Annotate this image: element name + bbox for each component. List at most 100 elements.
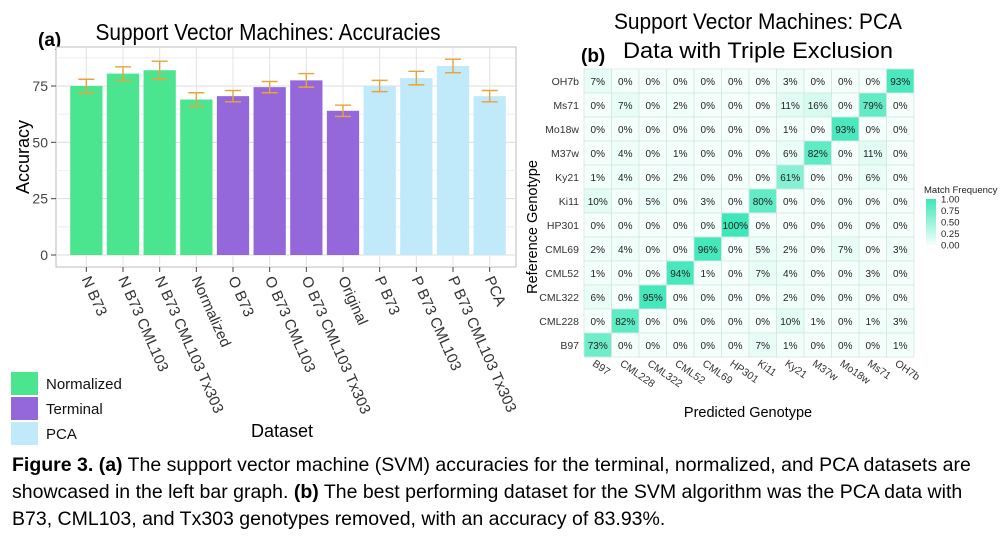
heatmap-cell-label: 0%	[838, 293, 853, 304]
heatmap-cell-cml228-ms71	[858, 308, 887, 334]
caption-b-tag: (b)	[293, 481, 319, 503]
heatmap-cell-ms71-oh7b	[886, 92, 915, 118]
heatmap-cell-mo18w-oh7b	[886, 116, 915, 142]
heatmap-cell-label: 0%	[618, 269, 633, 280]
heatmap-cell-label: 0%	[728, 197, 743, 208]
heatmap-cell-label: 0%	[811, 197, 826, 208]
heatmap-cell-label: 0%	[646, 245, 661, 256]
heatmap-cell-b97-cml52	[666, 332, 695, 358]
heatmap-cell-label: 0%	[866, 77, 881, 88]
heatmap-cell-label: 2%	[783, 293, 798, 304]
heatmap-cell-label: 0%	[618, 221, 633, 232]
heatmap-cell-label: 1%	[591, 269, 606, 280]
heatmap-cell-ky21-ky21	[776, 164, 805, 190]
heatmap-cell-label: 0%	[811, 77, 826, 88]
heatmap-cell-label: 0%	[728, 317, 743, 328]
heatmap-cell-label: 0%	[866, 125, 881, 136]
heatmap-cell-label: 0%	[893, 197, 908, 208]
heatmap-cell-label: 1%	[783, 125, 798, 136]
heatmap-cell-label: 0%	[591, 125, 606, 136]
heatmap-cell-label: 0%	[728, 101, 743, 112]
heatmap-cell-cml69-cml69	[693, 236, 722, 262]
heatmap-cell-cml322-oh7b	[886, 284, 915, 310]
heatmap-y-ticks: OH7b Ms71 Mo18w M37w Ky21 Ki11 HP301 CML69 CML52…	[539, 76, 579, 352]
heatmap-cell-ms71-ki11	[748, 92, 777, 118]
heatmap-cell-label: 10%	[588, 197, 608, 208]
heatmap-cell-label: 0%	[811, 269, 826, 280]
colorbar-tick-label: 0.25	[941, 229, 960, 240]
panel-a-tag: (a)	[38, 30, 61, 51]
y-tick-label: 50	[32, 134, 48, 150]
heatmap-y-tick-cml228: CML228	[539, 316, 579, 328]
heatmap-cell-cml322-hp301	[721, 284, 750, 310]
bar-p-b73	[363, 86, 396, 255]
heatmap-x-tick-mo18w: Mo18w	[838, 358, 873, 387]
heatmap-cell-label: 4%	[783, 269, 798, 280]
heatmap-cell-label: 0%	[838, 317, 853, 328]
heatmap-cell-ky21-cml228	[611, 164, 640, 190]
heatmap-cell-label: 0%	[811, 341, 826, 352]
heatmap-cell-mo18w-m37w	[803, 116, 832, 142]
heatmap-cell-cml228-m37w	[803, 308, 832, 334]
heatmap-cell-ki11-cml69	[693, 188, 722, 214]
heatmap-x-tick-hp301: HP301	[728, 358, 761, 386]
heatmap-cell-label: 0%	[838, 197, 853, 208]
heatmap-cell-cml228-hp301	[721, 308, 750, 334]
heatmap-cell-label: 1%	[591, 173, 606, 184]
heatmap-cell-cml228-cml69	[693, 308, 722, 334]
legend-swatch-pca	[11, 422, 38, 445]
heatmap-cell-ki11-mo18w	[831, 188, 860, 214]
heatmap-cell-label: 0%	[591, 317, 606, 328]
heatmap-y-tick-hp301: HP301	[547, 220, 579, 232]
heatmap-cell-label: 0%	[701, 221, 716, 232]
colorbar-tick-label: 1.00	[941, 195, 960, 206]
heatmap-cell-label: 1%	[811, 317, 826, 328]
heatmap-cell-label: 0%	[811, 221, 826, 232]
heatmap-cell-label: 0%	[756, 101, 771, 112]
heatmap-cell-cml69-oh7b	[886, 236, 915, 262]
heatmap-cell-label: 0%	[701, 101, 716, 112]
heatmap-cell-label: 0%	[646, 77, 661, 88]
heatmap-cell-label: 0%	[618, 293, 633, 304]
heatmap-cell-label: 0%	[838, 269, 853, 280]
heatmap-cell-label: 0%	[728, 269, 743, 280]
heatmap-cell-label: 0%	[866, 221, 881, 232]
heatmap-cell-label: 0%	[866, 341, 881, 352]
heatmap-cell-label: 0%	[893, 173, 908, 184]
heatmap-cell-cml228-cml322	[638, 308, 667, 334]
heatmap-cell-hp301-m37w	[803, 212, 832, 238]
heatmap-cell-label: 11%	[863, 149, 882, 160]
heatmap-cell-label: 6%	[591, 293, 606, 304]
heatmap-cell-label: 6%	[783, 149, 798, 160]
heatmap-cell-b97-hp301	[721, 332, 750, 358]
heatmap-cell-m37w-hp301	[721, 140, 750, 166]
heatmap-y-tick-cml52: CML52	[545, 268, 579, 280]
heatmap-cell-label: 0%	[838, 173, 853, 184]
heatmap-cell-cml52-ky21	[776, 260, 805, 286]
bar-p-b73-cml103	[400, 78, 433, 255]
heatmap-cell-label: 79%	[863, 101, 883, 112]
heatmap-cell-cml228-b97	[583, 308, 612, 334]
heatmap-cell-b97-ms71	[858, 332, 887, 358]
heatmap-cell-label: 96%	[698, 245, 718, 256]
bar-o-b73-cml103-tx303	[290, 80, 323, 255]
heatmap-cell-label: 0%	[728, 77, 743, 88]
heatmap-cell-label: 0%	[728, 149, 743, 160]
heatmap-cell-ky21-mo18w	[831, 164, 860, 190]
x-tick-label-o-b73: O B73	[224, 274, 257, 320]
heatmap-cell-mo18w-ms71	[858, 116, 887, 142]
x-tick-label-original: Original	[334, 274, 371, 328]
heatmap-cell-label: 5%	[646, 197, 661, 208]
plot-a-error-bars	[78, 58, 498, 118]
heatmap-cell-label: 0%	[893, 221, 908, 232]
heatmap-cell-label: 16%	[808, 101, 828, 112]
colorbar-tick-label: 0.50	[941, 218, 960, 229]
x-tick-label-p-b73: P B73	[371, 274, 403, 318]
heatmap-cell-label: 10%	[780, 317, 800, 328]
legend-label-pca: PCA	[46, 426, 77, 443]
heatmap-cell-label: 7%	[756, 269, 771, 280]
heatmap-cell-m37w-ms71	[858, 140, 887, 166]
heatmap-cell-label: 0%	[673, 293, 688, 304]
heatmap-y-tick-cml69: CML69	[545, 244, 579, 256]
figure-svg: (a) Support Vector Machines: Accuracies …	[11, 9, 998, 445]
